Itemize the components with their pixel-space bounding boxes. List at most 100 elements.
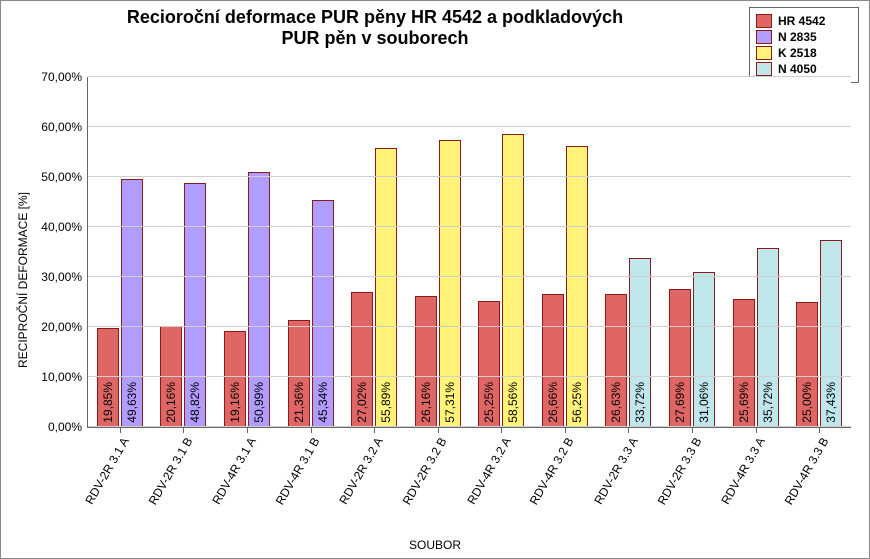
bar-value-label: 19,16%	[228, 382, 242, 423]
bar-group: 21,36%45,34%RDV-4R 3.1 B	[279, 77, 343, 427]
legend-item: N 4050	[756, 62, 852, 76]
legend-label: HR 4542	[778, 14, 825, 28]
bar-group: 19,16%50,99%RDV-4R 3.1 A	[215, 77, 279, 427]
x-tick-label: RDV-2R 3.3 B	[654, 435, 704, 507]
bar: 37,43%	[820, 240, 842, 427]
bar-value-label: 49,63%	[125, 382, 139, 423]
bar: 45,34%	[312, 200, 334, 427]
legend-item: N 2835	[756, 30, 852, 44]
gridline	[88, 276, 851, 277]
bar-value-label: 25,00%	[800, 382, 814, 423]
bar-value-label: 26,16%	[419, 382, 433, 423]
x-tick-mark	[628, 427, 629, 433]
x-tick-label: RDV-4R 3.2 B	[527, 435, 577, 507]
x-tick-label: RDV-2R 3.2 A	[337, 435, 386, 507]
y-tick-label: 40,00%	[41, 220, 88, 234]
bar-value-label: 50,99%	[252, 382, 266, 423]
x-tick-label: RDV-4R 3.3 A	[718, 435, 767, 507]
x-tick-mark	[311, 427, 312, 433]
bar-value-label: 26,66%	[546, 382, 560, 423]
bar: 58,56%	[502, 134, 524, 427]
bar: 49,63%	[121, 179, 143, 427]
bar-value-label: 35,72%	[761, 382, 775, 423]
legend: HR 4542 N 2835 K 2518 N 4050	[749, 7, 859, 83]
bar-group: 20,16%48,82%RDV-2R 3.1 B	[152, 77, 216, 427]
x-tick-label: RDV-4R 3.2 A	[464, 435, 513, 507]
legend-item: K 2518	[756, 46, 852, 60]
bar-value-label: 26,63%	[609, 382, 623, 423]
gridline	[88, 176, 851, 177]
gridline	[88, 76, 851, 77]
gridline	[88, 376, 851, 377]
x-tick-label: RDV-4R 3.1 B	[273, 435, 323, 507]
y-tick-label: 60,00%	[41, 120, 88, 134]
bar-value-label: 19,85%	[101, 382, 115, 423]
bar: 55,89%	[375, 148, 397, 427]
bar-group: 25,69%35,72%RDV-4R 3.3 A	[724, 77, 788, 427]
bar-value-label: 45,34%	[316, 382, 330, 423]
bar-value-label: 27,02%	[355, 382, 369, 423]
bar: 19,85%	[97, 328, 119, 427]
x-tick-mark	[756, 427, 757, 433]
bar-value-label: 33,72%	[633, 382, 647, 423]
legend-swatch	[756, 30, 772, 44]
x-tick-mark	[692, 427, 693, 433]
x-tick-mark	[565, 427, 566, 433]
bar-value-label: 37,43%	[824, 382, 838, 423]
x-tick-label: RDV-2R 3.1 A	[82, 435, 131, 507]
bar-value-label: 58,56%	[506, 382, 520, 423]
x-tick-label: RDV-4R 3.3 B	[781, 435, 831, 507]
legend-swatch	[756, 46, 772, 60]
bar-group: 26,66%56,25%RDV-4R 3.2 B	[533, 77, 597, 427]
bar-groups: 19,85%49,63%RDV-2R 3.1 A20,16%48,82%RDV-…	[88, 77, 851, 427]
x-tick-mark	[374, 427, 375, 433]
bar-value-label: 20,16%	[164, 382, 178, 423]
x-tick-label: RDV-2R 3.1 B	[146, 435, 196, 507]
bar: 25,69%	[733, 299, 755, 427]
x-tick-mark	[819, 427, 820, 433]
x-tick-mark	[501, 427, 502, 433]
gridline	[88, 126, 851, 127]
bar: 26,66%	[542, 294, 564, 427]
bar-value-label: 48,82%	[188, 382, 202, 423]
bar-value-label: 55,89%	[379, 382, 393, 423]
y-tick-label: 70,00%	[41, 70, 88, 84]
bar: 26,16%	[415, 296, 437, 427]
y-tick-label: 50,00%	[41, 170, 88, 184]
bar: 48,82%	[184, 183, 206, 427]
bar: 27,02%	[351, 292, 373, 427]
bar: 57,31%	[439, 140, 461, 427]
plot-area: 19,85%49,63%RDV-2R 3.1 A20,16%48,82%RDV-…	[87, 77, 851, 428]
x-tick-label: RDV-4R 3.1 A	[210, 435, 259, 507]
y-tick-label: 30,00%	[41, 270, 88, 284]
bar-value-label: 27,69%	[673, 382, 687, 423]
bar: 25,00%	[796, 302, 818, 427]
x-tick-label: RDV-2R 3.3 A	[591, 435, 640, 507]
bar: 19,16%	[224, 331, 246, 427]
bar-value-label: 31,06%	[697, 382, 711, 423]
x-tick-label: RDV-2R 3.2 B	[400, 435, 450, 507]
x-tick-mark	[438, 427, 439, 433]
chart-container: { "chart": { "type": "bar", "title_line1…	[0, 0, 870, 559]
legend-swatch	[756, 14, 772, 28]
bar-value-label: 57,31%	[443, 382, 457, 423]
x-tick-mark	[120, 427, 121, 433]
bar: 50,99%	[248, 172, 270, 427]
chart-title-line-1: Recioroční deformace PUR pěny HR 4542 a …	[127, 7, 623, 27]
bar-value-label: 25,69%	[737, 382, 751, 423]
bar-group: 25,00%37,43%RDV-4R 3.3 B	[787, 77, 851, 427]
chart-title-line-2: PUR pěn v souborech	[281, 28, 468, 48]
y-tick-label: 10,00%	[41, 370, 88, 384]
bar: 21,36%	[288, 320, 310, 427]
legend-label: N 4050	[778, 62, 817, 76]
bar-group: 26,63%33,72%RDV-2R 3.3 A	[597, 77, 661, 427]
bar: 31,06%	[693, 272, 715, 427]
gridline	[88, 426, 851, 427]
plot: 19,85%49,63%RDV-2R 3.1 A20,16%48,82%RDV-…	[87, 77, 851, 428]
x-tick-mark	[247, 427, 248, 433]
bar: 26,63%	[605, 294, 627, 427]
bar: 56,25%	[566, 146, 588, 427]
y-axis-label: RECIPROČNÍ DEFORMACE [%]	[16, 191, 30, 367]
bar-group: 25,25%58,56%RDV-4R 3.2 A	[469, 77, 533, 427]
bar-group: 27,02%55,89%RDV-2R 3.2 A	[342, 77, 406, 427]
